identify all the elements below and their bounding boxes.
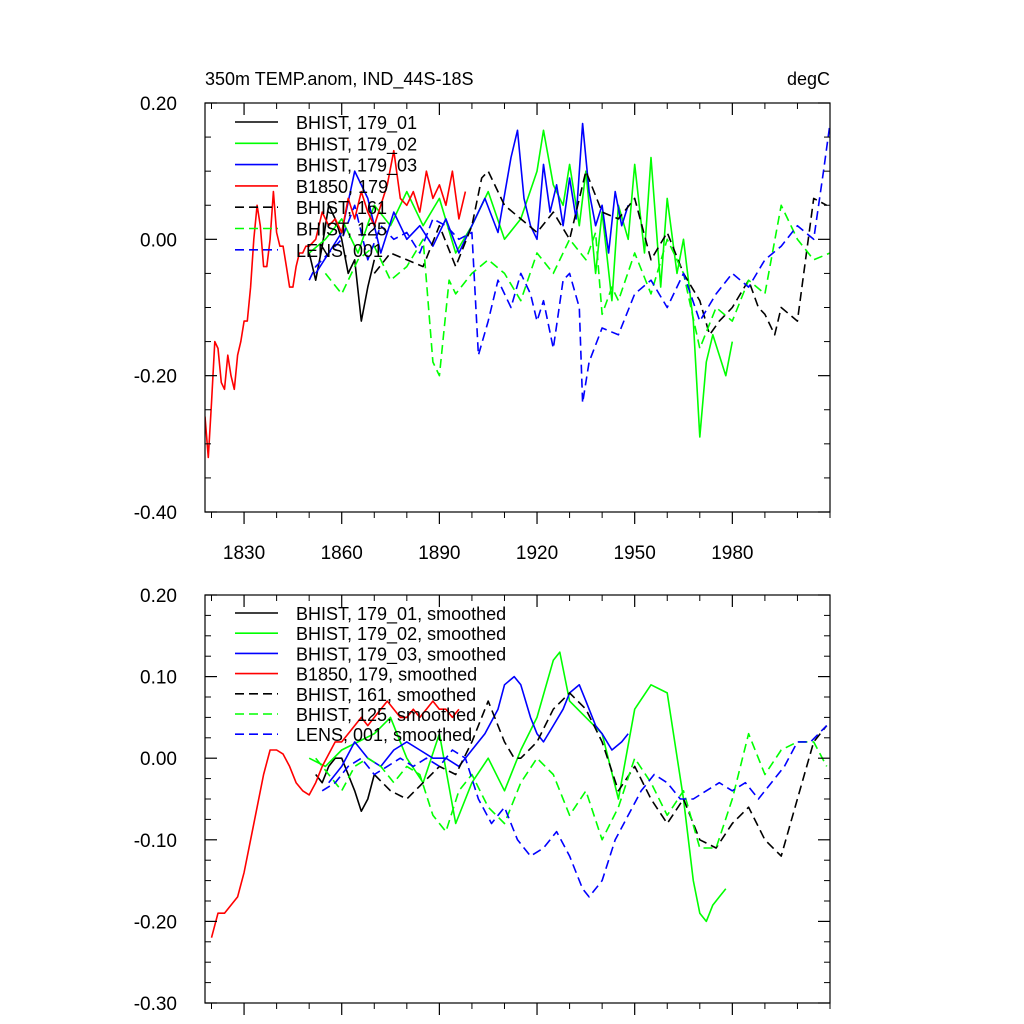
- y-tick-label: 0.10: [140, 668, 177, 689]
- chart-units: degC: [787, 69, 830, 89]
- legend-label: BHIST, 179_01: [296, 113, 417, 134]
- series-line-5: [373, 692, 828, 857]
- bottom-panel: -0.30 -0.20 -0.10 0.00 0.10 0.20 BHIST, 179_01…: [134, 586, 831, 1015]
- series-line-2: [308, 129, 734, 438]
- series-line-1: [308, 204, 376, 322]
- y-tick-label: 0.00: [140, 749, 177, 770]
- legend-label: BHIST, 179_01, smoothed: [296, 604, 506, 625]
- series-group: [205, 122, 830, 459]
- x-tick-label: 1860: [321, 543, 363, 564]
- legend-label: BHIST, 179_03: [296, 156, 417, 177]
- series-line-7: [321, 725, 828, 898]
- y-tick-label: -0.30: [134, 994, 177, 1015]
- top-panel: -0.40 -0.20 0.00 0.20 1830 1860 1890 1920 1950 19…: [134, 94, 831, 564]
- x-tick-label: 1920: [516, 543, 558, 564]
- y-tick-label: 0.00: [140, 230, 177, 251]
- y-tick-label: 0.20: [140, 94, 177, 115]
- series-line-7: [308, 123, 830, 404]
- series-line-6: [324, 204, 830, 377]
- y-tick-label: -0.40: [134, 503, 177, 524]
- series-line-3: [315, 122, 629, 274]
- x-tick-label: 1950: [614, 543, 656, 564]
- legend-label: LENS, 001: [296, 241, 383, 261]
- legend-label: BHIST, 179_02: [296, 134, 417, 155]
- legend-label: BHIST, 161: [296, 198, 387, 218]
- series-group: [210, 651, 828, 938]
- legend-label: BHIST, 179_03, smoothed: [296, 644, 506, 665]
- series-line-3: [328, 675, 629, 784]
- x-tick-label: 1980: [711, 543, 753, 564]
- series-line-2: [308, 651, 727, 923]
- series-line-4: [210, 700, 460, 938]
- series-line-4: [205, 149, 467, 459]
- y-tick-label: 0.20: [140, 586, 177, 607]
- series-line-5: [373, 170, 828, 336]
- legend-label: BHIST, 125, smoothed: [296, 705, 476, 725]
- chart-title: 350m TEMP.anom, IND_44S-18S: [205, 69, 473, 90]
- legend-label: BHIST, 179_02, smoothed: [296, 624, 506, 645]
- series-line-1: [315, 757, 376, 813]
- y-tick-label: -0.10: [134, 831, 177, 852]
- x-tick-label: 1890: [418, 543, 460, 564]
- legend-label: LENS, 001, smoothed: [296, 725, 472, 745]
- y-tick-label: -0.20: [134, 367, 177, 388]
- legend-label: BHIST, 125: [296, 220, 387, 240]
- series-line-6: [315, 732, 828, 849]
- legend-label: BHIST, 161, smoothed: [296, 685, 476, 705]
- y-tick-label: -0.20: [134, 912, 177, 933]
- x-tick-label: 1830: [223, 543, 265, 564]
- legend-label: B1850, 179, smoothed: [296, 665, 477, 685]
- legend-label: B1850, 179: [296, 177, 388, 197]
